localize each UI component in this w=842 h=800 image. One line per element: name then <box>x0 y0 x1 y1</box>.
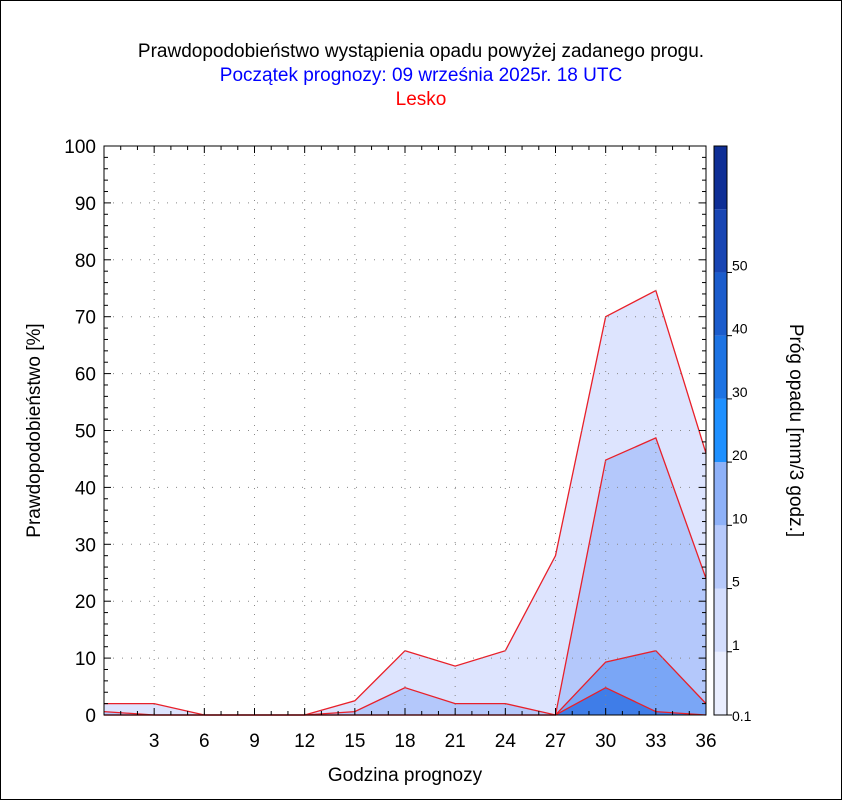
colorbar-label-1: 1 <box>732 637 740 653</box>
colorbar-segment-8 <box>714 146 727 210</box>
x-axis-label: Godzina prognozy <box>328 765 483 786</box>
y-tick-label-100: 100 <box>64 137 96 158</box>
x-tick-label-12: 12 <box>294 731 315 752</box>
y-tick-label-10: 10 <box>75 649 96 670</box>
x-tick-label-9: 9 <box>249 731 260 752</box>
x-tick-labels: 3 6 9 12 15 18 21 24 27 30 33 36 <box>149 731 717 752</box>
colorbar-segment-6 <box>714 272 727 336</box>
forecast-start: Początek prognozy: 09 września 2025r. 18… <box>219 65 623 86</box>
y-tick-label-0: 0 <box>85 706 96 727</box>
colorbar-label-40: 40 <box>732 321 748 337</box>
plot-area-border <box>103 145 707 716</box>
x-tick-label-18: 18 <box>394 731 415 752</box>
colorbar-label-50: 50 <box>732 257 748 273</box>
location-name: Lesko <box>395 89 447 110</box>
y-tick-label-80: 80 <box>75 251 96 272</box>
y-tick-label-70: 70 <box>75 308 96 329</box>
area-threshold-1 <box>104 290 706 715</box>
colorbar-title: Próg opadu [mm/3 godz.] <box>785 324 806 537</box>
y-tick-label-90: 90 <box>75 194 96 215</box>
y-tick-label-30: 30 <box>75 535 96 556</box>
colorbar-label-10: 10 <box>732 510 748 526</box>
colorbar-segment-3 <box>714 462 727 526</box>
colorbar-label-30: 30 <box>732 384 748 400</box>
axis-ticks <box>103 145 707 716</box>
x-tick-label-3: 3 <box>149 731 160 752</box>
x-tick-label-24: 24 <box>495 731 517 752</box>
title-block: Prawdopodobieństwo wystąpienia opadu pow… <box>0 40 842 112</box>
colorbar-label-5: 5 <box>732 574 740 590</box>
colorbar-segment-7 <box>714 209 727 273</box>
colorbar-segment-5 <box>714 335 727 399</box>
colorbar-label-0.1: 0.1 <box>732 708 752 724</box>
x-tick-label-15: 15 <box>344 731 365 752</box>
colorbar-segment-4 <box>714 398 727 463</box>
y-axis-label: Prawdopodobieństwo [%] <box>24 323 45 537</box>
area-threshold-4 <box>104 687 706 715</box>
x-tick-label-36: 36 <box>695 731 716 752</box>
chart-title: Prawdopodobieństwo wystąpienia opadu pow… <box>137 41 705 62</box>
threshold-colorbar <box>713 145 728 716</box>
x-tick-label-33: 33 <box>645 731 666 752</box>
y-tick-labels: 0 10 20 30 40 50 60 70 80 90 100 <box>64 137 96 727</box>
colorbar-label-20: 20 <box>732 447 748 463</box>
colorbar-segment-2 <box>714 525 727 589</box>
colorbar-segment-0 <box>714 651 727 715</box>
x-tick-label-21: 21 <box>445 731 466 752</box>
colorbar-border <box>713 145 728 716</box>
colorbar-labels: 0.1 1 5 10 20 30 40 50 <box>727 257 752 724</box>
x-tick-label-6: 6 <box>199 731 210 752</box>
y-tick-label-50: 50 <box>75 422 96 443</box>
y-tick-label-20: 20 <box>75 592 96 613</box>
series-areas <box>104 290 706 715</box>
y-tick-label-40: 40 <box>75 478 96 499</box>
x-tick-label-27: 27 <box>545 731 566 752</box>
y-tick-label-60: 60 <box>75 365 96 386</box>
x-tick-label-30: 30 <box>595 731 616 752</box>
colorbar-segment-1 <box>714 588 727 652</box>
